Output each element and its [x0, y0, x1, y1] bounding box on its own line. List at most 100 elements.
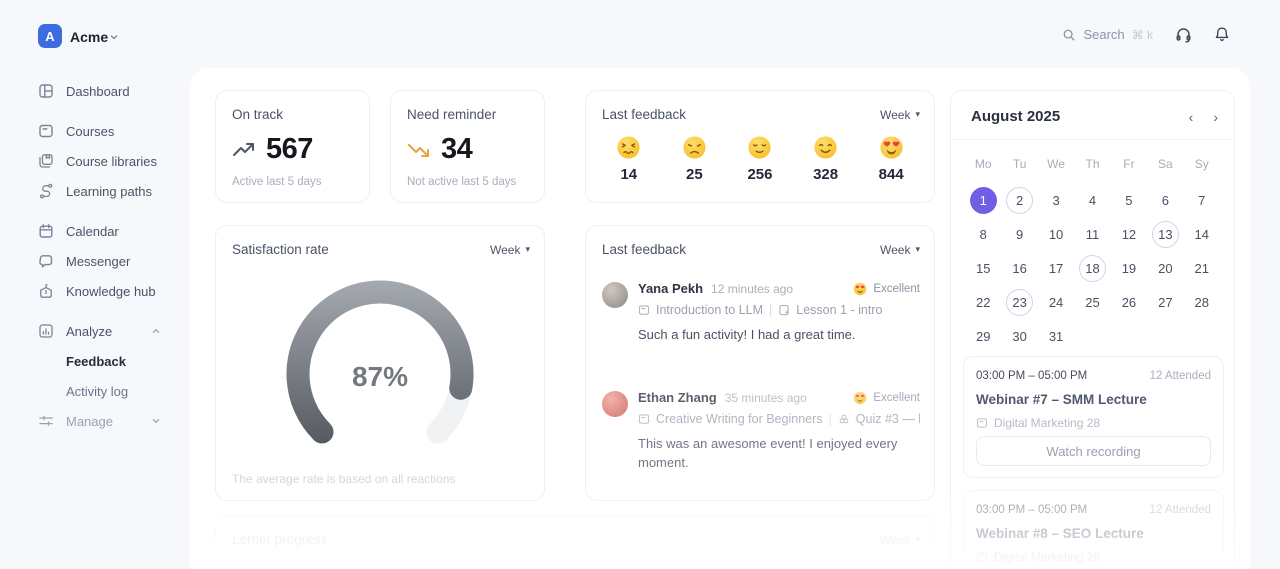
feedback-entry[interactable]: Yana Pekh 12 minutes ago Excellent Intro…	[602, 281, 920, 345]
emoji-stat: 256	[727, 135, 793, 183]
feedback-entry[interactable]: Ethan Zhang 35 minutes ago Excellent Cre…	[602, 390, 920, 473]
emoji-heart-eyes-icon	[880, 136, 903, 159]
calendar-day[interactable]: 8	[979, 226, 987, 242]
period-dropdown[interactable]: Week ▾	[880, 243, 920, 257]
calendar-day[interactable]: 11	[1085, 226, 1100, 242]
rating-label: Excellent	[873, 282, 920, 295]
calendar-day[interactable]: 25	[1085, 294, 1100, 310]
sidebar-item-knowledge-hub[interactable]: Knowledge hub	[0, 276, 190, 306]
emoji-heart-eyes-icon	[854, 391, 867, 404]
calendar-day[interactable]: 7	[1198, 192, 1206, 208]
period-dropdown[interactable]: Week ▾	[880, 533, 920, 547]
webinar-attended: 12 Attended	[1149, 370, 1211, 382]
calendar-day[interactable]: 4	[1088, 192, 1097, 208]
period-dropdown[interactable]: Week ▾	[490, 243, 530, 257]
quiz-icon	[838, 413, 850, 425]
chat-bubble-icon	[38, 253, 54, 269]
dashboard-icon	[38, 83, 54, 99]
calendar-day[interactable]: 27	[1158, 294, 1173, 310]
sidebar-item-calendar[interactable]: Calendar	[0, 216, 190, 246]
webinar-title: Webinar #7 – SMM Lecture	[976, 392, 1147, 407]
calendar-day[interactable]: 13	[1147, 217, 1183, 251]
card-title: Need reminder	[407, 107, 497, 122]
calendar-day[interactable]: 9	[1016, 226, 1024, 242]
support-headset-icon[interactable]	[1175, 26, 1192, 43]
calendar-day[interactable]: 10	[1048, 226, 1064, 242]
learner-progress-card: Lerner progress Week ▾	[215, 515, 935, 569]
sidebar-item-learning-paths[interactable]: Learning paths	[0, 176, 190, 206]
last-feedback-card: Last feedback Week ▾ Yana Pekh 12 minutes…	[585, 225, 935, 501]
sidebar-item-label: Manage	[66, 413, 113, 429]
rating-label: Excellent	[873, 391, 920, 404]
sidebar-item-analyze[interactable]: Analyze	[0, 316, 190, 346]
top-bar: A Acme Search ⌘ k	[0, 0, 1280, 68]
course-icon	[976, 417, 988, 429]
emoji-heart-eyes-icon	[854, 282, 867, 295]
calendar-day[interactable]: 6	[1161, 192, 1169, 208]
watch-recording-button[interactable]: Watch recording	[976, 436, 1211, 466]
calendar-day[interactable]: 5	[1125, 192, 1133, 208]
emoji-smiling-icon	[814, 136, 837, 159]
period-dropdown[interactable]: Week ▾	[880, 108, 920, 122]
calendar-day[interactable]: 28	[1194, 294, 1209, 310]
search-shortcut: ⌘ k	[1131, 27, 1153, 42]
calendar-prev-button[interactable]: ‹	[1188, 108, 1194, 125]
calendar-day[interactable]: 15	[975, 260, 991, 276]
feedback-author: Yana Pekh	[638, 281, 704, 296]
chevron-down-icon: ▾	[915, 244, 920, 254]
calendar-day[interactable]: 31	[1048, 328, 1064, 344]
sidebar-item-course-libraries[interactable]: Course libraries	[0, 146, 190, 176]
brand-logo[interactable]: A	[38, 24, 62, 48]
calendar-weekdays: Mo Tu We Th Fr Sa Sy	[965, 151, 1220, 177]
brand-name[interactable]: Acme	[70, 29, 109, 45]
calendar-day[interactable]: 14	[1194, 226, 1209, 242]
feedback-author: Ethan Zhang	[638, 390, 717, 405]
need-reminder-card: Need reminder 34 Not active last 5 days	[390, 90, 545, 203]
feedback-comment: This was an awesome event! I enjoyed eve…	[638, 436, 898, 470]
sidebar-item-courses[interactable]: Courses	[0, 116, 190, 146]
calendar-day[interactable]: 24	[1048, 294, 1064, 310]
calendar-next-button[interactable]: ›	[1213, 108, 1218, 125]
sidebar-item-label: Courses	[66, 123, 115, 139]
feedback-lesson: Lesson 1 - intro	[796, 303, 883, 317]
webinar-course: Digital Marketing 28	[994, 550, 1101, 564]
feedback-course: Creative Writing for Beginners	[656, 412, 823, 426]
sidebar-item-label: Dashboard	[66, 83, 130, 99]
calendar-day[interactable]: 20	[1158, 260, 1173, 276]
calendar-weekday: Fr	[1123, 157, 1135, 171]
emoji-count: 256	[747, 166, 773, 183]
calendar-day[interactable]: 3	[1052, 192, 1060, 208]
calendar-day[interactable]: 26	[1121, 294, 1137, 310]
calendar-day[interactable]: 19	[1121, 260, 1137, 276]
sidebar-item-activity-log[interactable]: Activity log	[0, 376, 190, 406]
emoji-count: 844	[878, 166, 904, 183]
period-value: Week	[880, 532, 911, 547]
calendar-day[interactable]: 21	[1194, 260, 1209, 276]
sidebar-item-dashboard[interactable]: Dashboard	[0, 76, 190, 106]
calendar-day[interactable]: 16	[1012, 260, 1027, 276]
sidebar-item-label: Learning paths	[66, 183, 153, 199]
calendar-day[interactable]: 2	[1001, 183, 1037, 217]
calendar-day[interactable]: 22	[975, 294, 991, 310]
notifications-bell-icon[interactable]	[1214, 26, 1230, 43]
calendar-day[interactable]: 12	[1121, 226, 1137, 242]
emoji-stat: 328	[793, 135, 859, 183]
calendar-day[interactable]: 1	[965, 183, 1001, 217]
feedback-time: 12 minutes ago	[711, 281, 794, 296]
sidebar-item-manage[interactable]: Manage	[0, 406, 190, 436]
route-icon	[38, 183, 54, 199]
brand-chevron-down-icon[interactable]	[108, 31, 120, 43]
calendar-day[interactable]: 17	[1048, 260, 1064, 276]
calendar-day[interactable]: 23	[1001, 285, 1037, 319]
sidebar-item-messenger[interactable]: Messenger	[0, 246, 190, 276]
calendar-day[interactable]: 18	[1074, 251, 1110, 285]
search-button[interactable]: Search ⌘ k	[1062, 27, 1153, 42]
period-value: Week	[490, 242, 521, 257]
calendar-month-label: August 2025	[971, 108, 1061, 125]
sidebar-item-feedback[interactable]: Feedback	[0, 346, 190, 376]
calendar-day[interactable]: 29	[975, 328, 991, 344]
calendar-day[interactable]: 30	[1012, 328, 1027, 344]
emoji-disappointed-icon	[683, 136, 706, 159]
calendar-icon	[38, 223, 54, 239]
